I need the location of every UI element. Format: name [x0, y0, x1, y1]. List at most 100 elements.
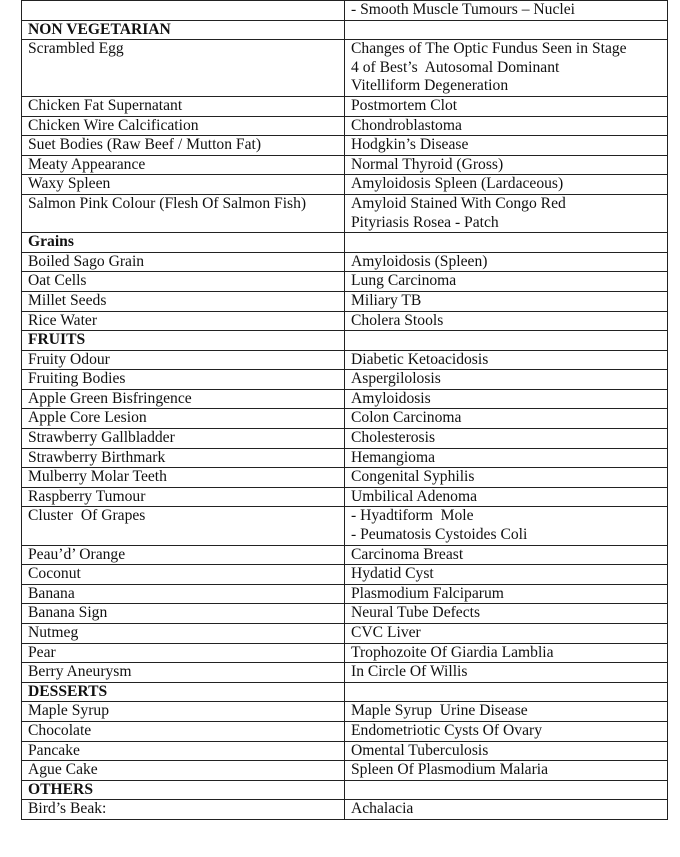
cell-text: Fruity Odour	[28, 350, 110, 368]
association-cell: Neural Tube Defects	[344, 603, 668, 624]
association-cell: - Smooth Muscle Tumours – Nuclei	[344, 0, 668, 21]
cell-text: Postmortem Clot	[351, 96, 458, 114]
term-cell: Chicken Fat Supernatant	[21, 95, 345, 117]
table-row: Pancake Omental Tuberculosis	[21, 740, 668, 762]
cell-text: Hemangioma	[351, 448, 436, 466]
cell-text: Changes of The Optic Fundus Seen in Stag…	[351, 40, 627, 58]
cell-text: Coconut	[28, 565, 81, 583]
term-cell: Strawberry Birthmark	[21, 447, 345, 469]
term-cell: Apple Core Lesion	[21, 408, 345, 430]
table-row: Peau’d’ Orange Carcinoma Breast	[21, 544, 668, 566]
association-cell: Achalacia	[344, 799, 668, 820]
cell-text: Scrambled Egg	[28, 40, 124, 58]
term-cell: Boiled Sago Grain	[21, 251, 345, 273]
association-cell: Changes of The Optic Fundus Seen in Stag…	[344, 39, 668, 97]
association-cell: Amyloid Stained With Congo Red Pityriasis…	[344, 193, 668, 234]
cell-text: Spleen Of Plasmodium Malaria	[351, 761, 549, 779]
association-cell: Omental Tuberculosis	[344, 740, 668, 762]
table-row: - Smooth Muscle Tumours – Nuclei	[21, 0, 668, 21]
association-cell	[344, 232, 668, 253]
term-cell: Pancake	[21, 740, 345, 762]
term-cell: Rice Water	[21, 310, 345, 332]
association-cell: Hodgkin’s Disease	[344, 135, 668, 156]
cell-text: Cluster Of Grapes	[28, 507, 146, 525]
cell-text: Plasmodium Falciparum	[351, 584, 504, 602]
cell-text: OTHERS	[28, 780, 93, 798]
association-cell: Spleen Of Plasmodium Malaria	[344, 760, 668, 781]
cell-text: Amyloid Stained With Congo Red	[351, 194, 566, 212]
term-cell: FRUITS	[21, 330, 345, 351]
term-cell: Raspberry Tumour	[21, 486, 345, 508]
cell-text: Cholera Stools	[351, 311, 444, 329]
cell-text: Umbilical Adenoma	[351, 487, 478, 505]
term-cell: Strawberry Gallbladder	[21, 428, 345, 449]
cell-text: Berry Aneurysm	[28, 663, 132, 681]
cell-text: Salmon Pink Colour (Flesh Of Salmon Fish…	[28, 194, 307, 212]
table-row: Strawberry Birthmark Hemangioma	[21, 447, 668, 469]
cell-text: CVC Liver	[351, 624, 421, 641]
association-cell: Amyloidosis	[344, 388, 668, 410]
table-row: Strawberry Gallbladder Cholesterosis	[21, 428, 668, 449]
association-cell: Congenital Syphilis	[344, 467, 668, 488]
term-cell: Pear	[21, 642, 345, 664]
cell-text: Pancake	[28, 741, 80, 759]
section-heading-row: NON VEGETARIAN	[21, 19, 668, 41]
term-cell: Peau’d’ Orange	[21, 544, 345, 566]
cell-text: Raspberry Tumour	[28, 487, 146, 505]
table-row: Raspberry Tumour Umbilical Adenoma	[21, 486, 668, 508]
association-cell: Plasmodium Falciparum	[344, 583, 668, 605]
term-cell: Chocolate	[21, 720, 345, 742]
cell-text: Grains	[28, 233, 74, 251]
table-row: Nutmeg CVC Liver	[21, 623, 668, 644]
table-row: Apple Green Bisfringence Amyloidosis	[21, 388, 668, 410]
term-cell: Oat Cells	[21, 271, 345, 292]
association-cell: Trophozoite Of Giardia Lamblia	[344, 642, 668, 664]
table-row: Chicken Wire Calcification Chondroblastom…	[21, 115, 668, 137]
cell-text: Vitelliform Degeneration	[351, 77, 509, 95]
association-cell: Umbilical Adenoma	[344, 486, 668, 508]
cell-text: Chondroblastoma	[351, 116, 462, 134]
association-cell: - Hyadtiform Mole - Peumatosis Cystoides …	[344, 506, 668, 546]
term-cell: Grains	[21, 232, 345, 253]
table-row: Banana Sign Neural Tube Defects	[21, 603, 668, 624]
section-heading-row: Grains	[21, 232, 668, 253]
term-cell: NON VEGETARIAN	[21, 19, 345, 41]
cell-text: Apple Green Bisfringence	[28, 389, 192, 407]
table-row: Banana Plasmodium Falciparum	[21, 583, 668, 605]
cell-text: - Smooth Muscle Tumours – Nuclei	[351, 1, 575, 18]
table-row: Apple Core Lesion Colon Carcinoma	[21, 408, 668, 430]
table-row: Cluster Of Grapes - Hyadtiform Mole - Peum…	[21, 506, 668, 546]
association-cell: Hemangioma	[344, 447, 668, 469]
term-cell: Meaty Appearance	[21, 154, 345, 176]
term-cell: Ague Cake	[21, 760, 345, 781]
table-row: Scrambled Egg Changes of The Optic Fundus…	[21, 39, 668, 97]
cell-text: Strawberry Gallbladder	[28, 429, 175, 447]
association-cell	[344, 330, 668, 351]
table-row: Chicken Fat Supernatant Postmortem Clot	[21, 95, 668, 117]
cell-text: Ague Cake	[28, 761, 98, 779]
table-row: Pear Trophozoite Of Giardia Lamblia	[21, 642, 668, 664]
cell-text: Suet Bodies (Raw Beef / Mutton Fat)	[28, 136, 262, 154]
cell-text: Oat Cells	[28, 272, 87, 290]
term-cell: Berry Aneurysm	[21, 662, 345, 683]
cell-text: Fruiting Bodies	[28, 370, 126, 388]
cell-text: Meaty Appearance	[28, 155, 146, 173]
term-cell	[21, 0, 345, 21]
term-cell: Banana Sign	[21, 603, 345, 624]
association-cell	[344, 19, 668, 41]
cell-text: NON VEGETARIAN	[28, 20, 171, 38]
cell-text: Mulberry Molar Teeth	[28, 468, 167, 486]
cell-text: - Hyadtiform Mole	[351, 507, 474, 525]
table-row: Waxy Spleen Amyloidosis Spleen (Lardaceou…	[21, 174, 668, 195]
association-cell: Cholesterosis	[344, 428, 668, 449]
table-row: Mulberry Molar Teeth Congenital Syphilis	[21, 467, 668, 488]
term-cell: DESSERTS	[21, 681, 345, 703]
cell-text: Maple Syrup Urine Disease	[351, 702, 528, 720]
cell-text: Endometriotic Cysts Of Ovary	[351, 721, 542, 739]
cell-text: Amyloidosis Spleen (Lardaceous)	[351, 175, 564, 193]
section-heading-row: OTHERS	[21, 779, 668, 801]
table-row: Suet Bodies (Raw Beef / Mutton Fat) Hodgk…	[21, 135, 668, 156]
cell-text: Colon Carcinoma	[351, 409, 462, 427]
cell-text: Hydatid Cyst	[351, 565, 434, 583]
term-cell: Suet Bodies (Raw Beef / Mutton Fat)	[21, 135, 345, 156]
